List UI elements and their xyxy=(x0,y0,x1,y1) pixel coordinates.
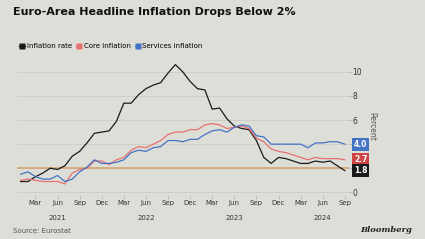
Y-axis label: Percent: Percent xyxy=(367,112,376,141)
Text: Bloomberg: Bloomberg xyxy=(360,226,412,234)
Legend: Inflation rate, Core inflation, Services inflation: Inflation rate, Core inflation, Services… xyxy=(16,41,206,52)
Text: 2023: 2023 xyxy=(225,215,243,221)
Text: 2024: 2024 xyxy=(314,215,332,221)
Text: 1.8: 1.8 xyxy=(354,166,368,175)
Text: 2022: 2022 xyxy=(137,215,155,221)
Text: 2021: 2021 xyxy=(48,215,66,221)
Text: 4.0: 4.0 xyxy=(354,140,368,149)
Text: 2.7: 2.7 xyxy=(354,155,368,164)
Text: Source: Eurostat: Source: Eurostat xyxy=(13,228,71,234)
Text: Euro-Area Headline Inflation Drops Below 2%: Euro-Area Headline Inflation Drops Below… xyxy=(13,7,295,17)
